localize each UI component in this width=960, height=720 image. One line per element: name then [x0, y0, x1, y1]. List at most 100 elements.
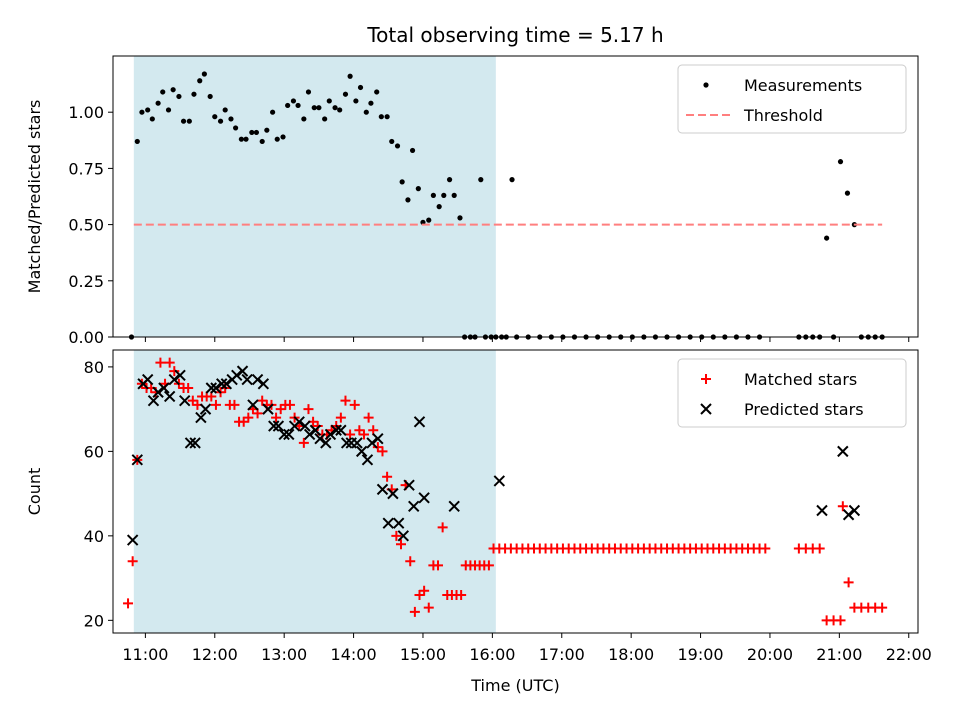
predicted-star-point — [418, 492, 430, 504]
predicted-star-point — [387, 487, 399, 500]
measurement-point — [238, 136, 244, 142]
predicted-star-point — [152, 386, 164, 398]
matched-star-point — [183, 383, 194, 394]
legend-plus-marker — [701, 374, 711, 384]
y-axis-label: Matched/Predicted stars — [25, 100, 44, 294]
matched-star-point — [843, 577, 854, 588]
x-tick-label: 13:00 — [261, 645, 307, 664]
predicted-star-point — [251, 373, 264, 386]
matched-star-point — [210, 399, 221, 410]
x-axis-label: Time (UTC) — [470, 676, 559, 695]
x-tick-label: 15:00 — [400, 645, 446, 664]
predicted-star-point — [293, 416, 305, 428]
predicted-star-point — [163, 390, 176, 403]
measurement-point — [191, 91, 197, 97]
measurement-point — [249, 129, 255, 136]
measurement-point — [165, 107, 172, 113]
x-tick-label: 18:00 — [608, 645, 654, 664]
matched-star-point — [127, 556, 138, 567]
predicted-star-point — [205, 382, 218, 394]
predicted-star-point — [448, 500, 460, 512]
measurement-point — [176, 93, 182, 100]
measurement-point — [311, 105, 317, 111]
y-axis-label: Count — [25, 468, 44, 516]
predicted-star-point — [372, 432, 384, 445]
matched-star-point — [760, 543, 771, 554]
measurement-point — [322, 116, 328, 122]
matched-star-point — [837, 501, 848, 512]
matched-star-point — [335, 412, 346, 423]
matched-star-point — [284, 399, 295, 410]
predicted-star-point — [299, 420, 311, 432]
y-tick-label: 40 — [84, 527, 104, 546]
measurement-point — [285, 102, 291, 109]
matched-star-point — [391, 530, 402, 541]
matched-star-point — [298, 437, 309, 448]
measurement-point — [337, 107, 343, 113]
matched-star-point — [877, 602, 888, 613]
predicted-star-point — [195, 411, 207, 424]
matched-star-point — [358, 429, 369, 440]
matched-star-point — [312, 421, 323, 432]
measurement-point — [243, 136, 249, 142]
matched-star-point — [169, 366, 180, 377]
legend-label: Predicted stars — [744, 400, 864, 419]
predicted-star-point — [247, 399, 259, 411]
predicted-star-point — [848, 504, 861, 517]
measurement-point — [134, 138, 140, 145]
predicted-star-point — [147, 394, 160, 407]
measurement-point — [139, 109, 145, 115]
measurement-point — [180, 118, 187, 124]
measurement-point — [301, 116, 307, 122]
predicted-star-point — [262, 403, 274, 415]
matched-star-point — [395, 539, 406, 550]
matched-star-point — [243, 412, 254, 423]
measurement-point — [342, 91, 349, 97]
predicted-star-point — [330, 424, 342, 436]
predicted-star-point — [283, 428, 295, 441]
predicted-star-point — [837, 445, 849, 458]
measurement-point — [394, 143, 401, 149]
predicted-star-point — [376, 483, 389, 496]
measurement-point — [384, 114, 390, 120]
measurement-point — [378, 114, 384, 120]
y-tick-label: 0.75 — [68, 159, 104, 178]
predicted-star-point — [220, 378, 233, 390]
measurement-point — [415, 186, 421, 192]
predicted-star-point — [168, 373, 181, 386]
y-tick-label: 20 — [84, 611, 104, 630]
matched-star-point — [409, 606, 420, 617]
measurement-point — [405, 197, 411, 203]
x-tick-label: 20:00 — [747, 645, 793, 664]
predicted-star-point — [268, 420, 280, 432]
predicted-star-point — [351, 437, 363, 449]
matched-star-point — [405, 556, 416, 567]
predicted-star-point — [392, 517, 405, 529]
matched-star-point — [483, 560, 494, 571]
x-tick-label: 14:00 — [331, 645, 377, 664]
measurement-point — [368, 100, 374, 106]
predicted-star-point — [403, 479, 415, 491]
matched-star-point — [814, 543, 825, 554]
y-tick-label: 1.00 — [68, 103, 104, 122]
y-tick-label: 0.50 — [68, 216, 104, 235]
measurement-point — [430, 192, 436, 198]
y-tick-label: 0.25 — [68, 272, 104, 291]
measurement-point — [399, 179, 405, 185]
matched-star-point — [271, 412, 282, 423]
measurement-point — [305, 89, 312, 95]
predicted-star-point — [199, 403, 212, 415]
measurement-point — [145, 107, 151, 113]
measurement-point — [347, 73, 353, 79]
measurement-point — [353, 98, 359, 104]
x-tick-label: 11:00 — [122, 645, 168, 664]
plot-frame — [112, 349, 919, 634]
predicted-star-point — [335, 424, 347, 436]
matched-star-point — [433, 560, 444, 571]
measurement-point — [186, 118, 192, 124]
legend-dot-marker — [703, 82, 709, 88]
predicted-star-point — [241, 373, 253, 386]
predicted-star-point — [314, 432, 326, 445]
measurement-point — [446, 177, 453, 183]
